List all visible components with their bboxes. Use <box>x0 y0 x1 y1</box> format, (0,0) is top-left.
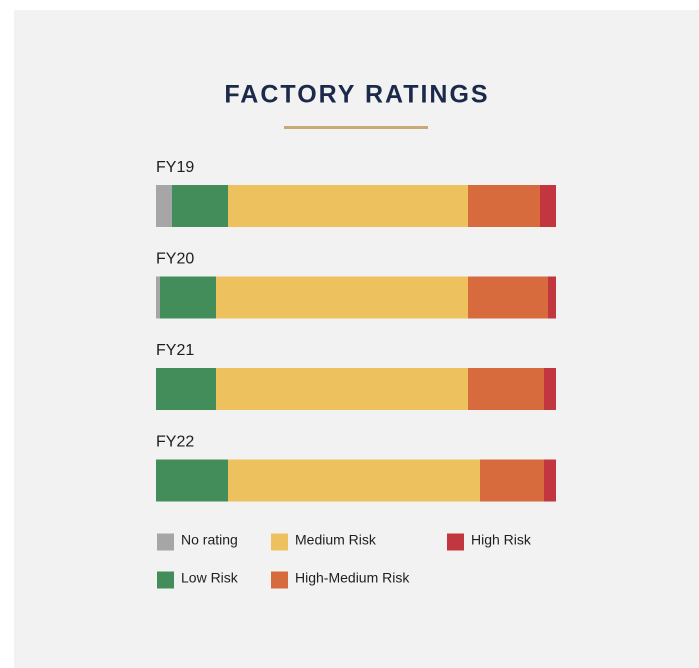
bar-segment <box>548 276 556 319</box>
legend-swatch <box>157 533 174 551</box>
bar-segment <box>156 368 216 410</box>
category-label: FY20 <box>156 251 194 268</box>
legend-label: Medium Risk <box>295 532 377 548</box>
category-label: FY21 <box>156 342 194 359</box>
bar-segment <box>156 185 172 227</box>
bar-segment <box>172 185 228 227</box>
legend-label: Low Risk <box>181 570 239 586</box>
bar-segment <box>228 185 468 227</box>
card <box>14 10 699 668</box>
bar-segment <box>544 368 556 410</box>
legend-swatch <box>271 571 288 589</box>
title-underline <box>284 126 428 129</box>
bar-segment <box>480 459 544 502</box>
bar-segment <box>160 276 216 319</box>
category-label: FY19 <box>156 159 194 176</box>
legend-label: High Risk <box>471 532 532 548</box>
legend-label: High-Medium Risk <box>295 570 410 586</box>
legend-swatch <box>271 533 288 551</box>
bar-segment <box>468 185 540 227</box>
category-label: FY22 <box>156 434 194 451</box>
bar-segment <box>228 459 480 502</box>
legend-label: No rating <box>181 532 238 548</box>
legend-swatch <box>447 533 464 551</box>
bar-segment <box>156 459 228 502</box>
bar-segment <box>156 276 160 319</box>
bar-segment <box>216 276 468 319</box>
bar-segment <box>216 368 468 410</box>
bar-segment <box>468 276 548 319</box>
chart-title: FACTORY RATINGS <box>224 81 489 109</box>
legend-swatch <box>157 571 174 589</box>
bar-segment <box>544 459 556 502</box>
bar-segment <box>540 185 556 227</box>
bar-segment <box>468 368 544 410</box>
